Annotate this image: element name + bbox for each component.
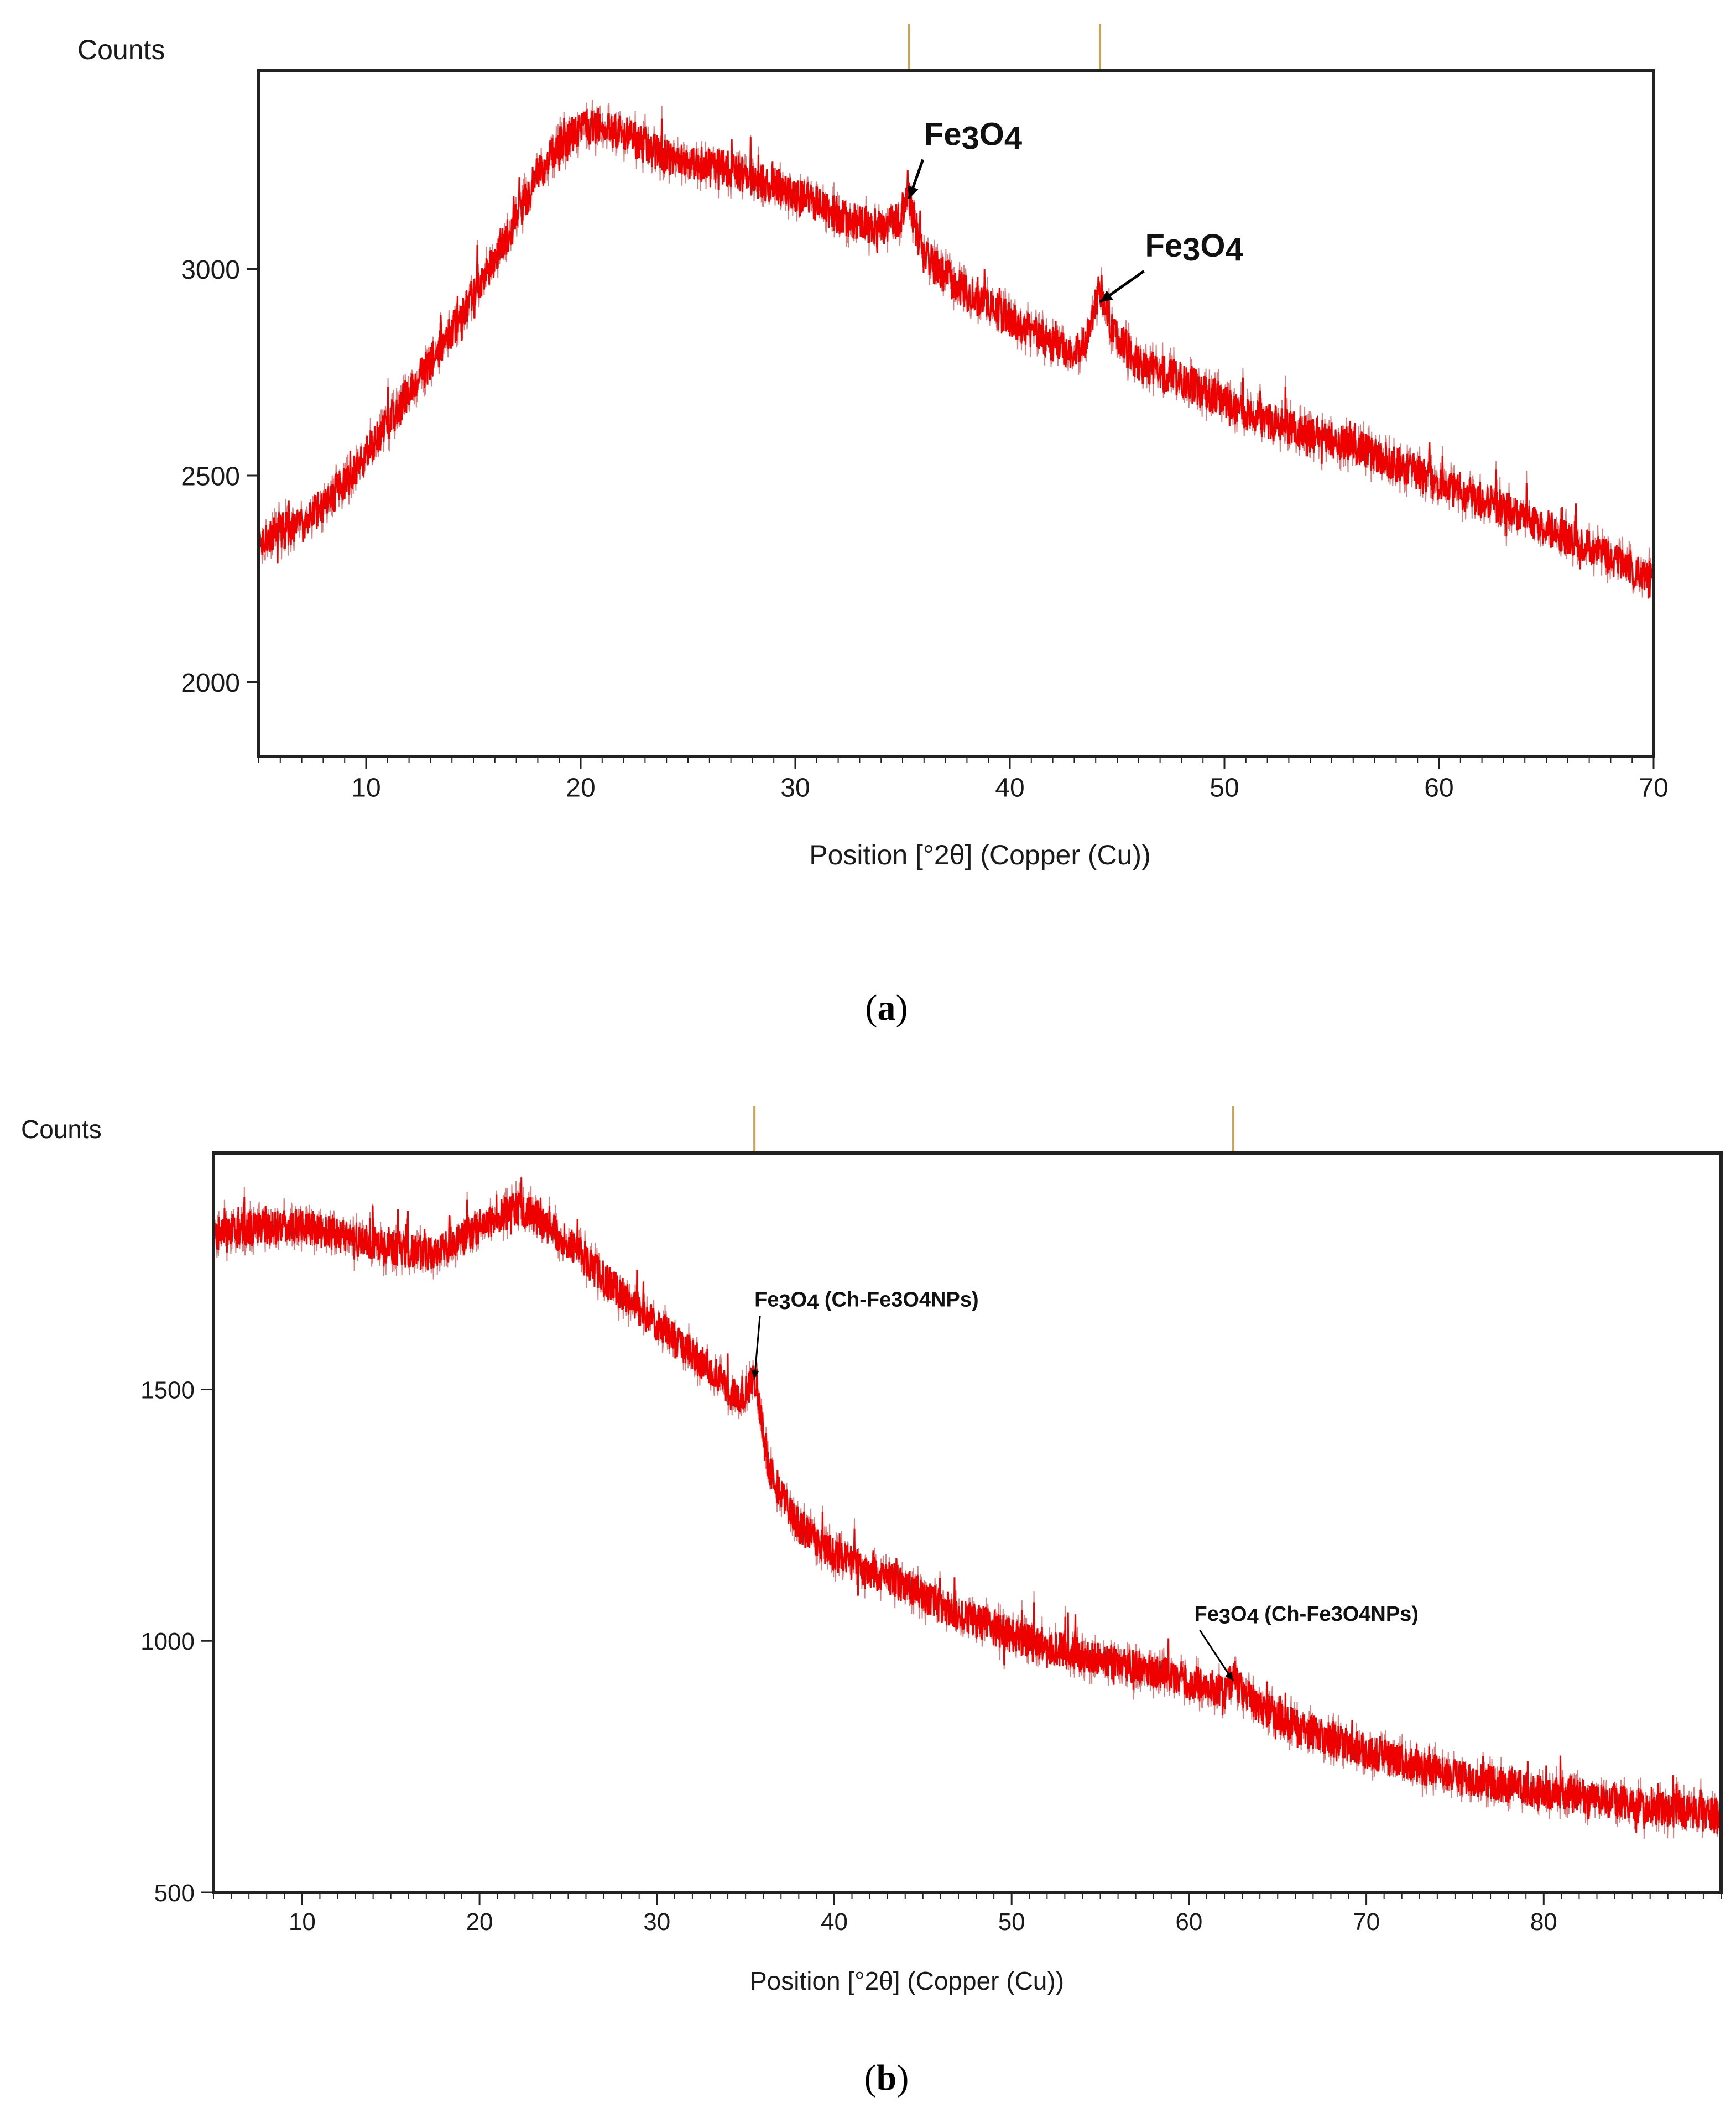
peak-annotation-arrowhead [1099, 290, 1113, 302]
peak-annotations-b: Fe3O4 (Ch-Fe3O4NPs) Fe3O4 (Ch-Fe3O4NPs) [751, 1288, 1419, 1682]
y-tick-label: 2000 [181, 669, 240, 698]
x-tick-label: 20 [566, 773, 595, 802]
y-axis-label-b: Counts [21, 1115, 102, 1144]
peak-annotation-arrowhead [1225, 1671, 1234, 1681]
chart-panel-a: Counts 2000 2500 3000 10 20 30 40 50 60 70 Fe3O4… [77, 24, 1669, 1028]
x-tick-label: 10 [289, 1908, 316, 1936]
xrd-trace-b [212, 1177, 1722, 1834]
reference-peak-markers-a [908, 24, 1101, 71]
x-tick-label: 40 [821, 1908, 848, 1936]
y-ticks-a: 2000 2500 3000 [181, 255, 259, 698]
x-tick-label: 20 [466, 1908, 493, 1936]
x-tick-label: 30 [780, 773, 810, 802]
x-tick-label: 10 [351, 773, 380, 802]
x-tick-label: 30 [643, 1908, 670, 1936]
x-tick-label: 40 [995, 773, 1024, 802]
peak-annotation-arrow [753, 1316, 761, 1380]
plot-area-b [212, 1176, 1722, 1842]
x-tick-label: 50 [998, 1908, 1025, 1936]
x-tick-label: 60 [1175, 1908, 1202, 1936]
peak-annotation-arrow [1199, 1630, 1234, 1682]
x-ticks-a: 10 20 30 40 50 60 70 [258, 757, 1669, 802]
y-tick-label: 500 [154, 1880, 195, 1907]
y-tick-label: 1500 [140, 1376, 195, 1404]
peak-annotation-label: Fe3O4 [1145, 228, 1243, 268]
plot-frame-a [257, 69, 1655, 758]
plot-area-a [258, 99, 1655, 599]
x-tick-label: 70 [1353, 1908, 1380, 1936]
x-tick-label: 70 [1639, 773, 1668, 802]
panel-label-a: (a) [866, 988, 908, 1028]
peak-annotations-a: Fe3O4 Fe3O4 [908, 116, 1243, 304]
xrd-trace-a [258, 108, 1655, 598]
y-tick-label: 2500 [181, 462, 240, 491]
peak-annotation-label: Fe3O4 [924, 116, 1022, 156]
x-axis-label-a: Position [°2θ] (Copper (Cu)) [809, 839, 1150, 870]
peak-annotation-label: Fe3O4 (Ch-Fe3O4NPs) [754, 1288, 978, 1314]
peak-annotation-arrowhead [908, 185, 919, 199]
panel-label-b: (b) [864, 2058, 909, 2098]
xrd-trace-b-shadow [213, 1176, 1722, 1842]
plot-frame-b [212, 1151, 1723, 1894]
peak-annotation-label: Fe3O4 (Ch-Fe3O4NPs) [1195, 1603, 1419, 1629]
x-tick-label: 50 [1210, 773, 1239, 802]
y-axis-label-a: Counts [77, 34, 165, 65]
chart-panel-b: Counts 500 1000 1500 10 20 30 40 50 60 70 80 Fe3O… [21, 1106, 1723, 2098]
y-ticks-b: 500 1000 1500 [140, 1376, 213, 1907]
x-tick-label: 80 [1530, 1908, 1557, 1936]
peak-annotation-arrowhead [751, 1370, 759, 1380]
x-axis-label-b: Position [°2θ] (Copper (Cu)) [750, 1966, 1064, 1995]
reference-peak-markers-b [753, 1106, 1235, 1153]
x-tick-label: 60 [1424, 773, 1453, 802]
y-tick-label: 3000 [181, 255, 240, 285]
y-tick-label: 1000 [140, 1628, 195, 1655]
x-ticks-b: 10 20 30 40 50 60 70 80 [213, 1892, 1722, 1936]
xrd-trace-a-shadow [258, 99, 1654, 599]
